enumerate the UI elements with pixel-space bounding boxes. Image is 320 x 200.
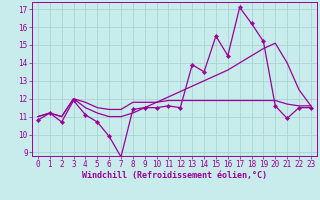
X-axis label: Windchill (Refroidissement éolien,°C): Windchill (Refroidissement éolien,°C) — [82, 171, 267, 180]
